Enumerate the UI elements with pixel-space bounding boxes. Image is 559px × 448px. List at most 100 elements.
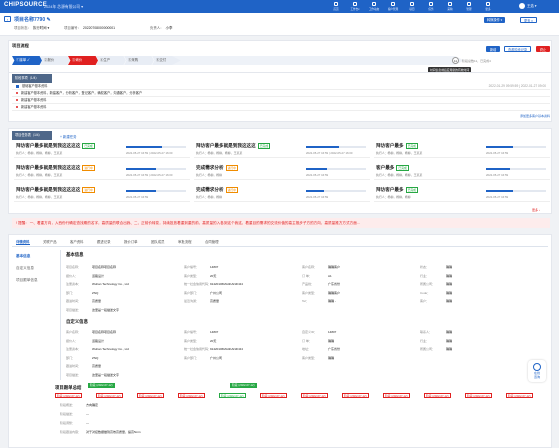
field-label: 所属公司： (420, 347, 436, 351)
field-label: 状态： (420, 265, 430, 269)
task-status-tag: 已完成 (405, 187, 418, 193)
avatar[interactable] (519, 3, 525, 9)
field-value: ZNQ (92, 355, 99, 360)
user-menu[interactable]: 王浩 ▾ (527, 4, 537, 8)
field-label: 跟进时间： (66, 364, 82, 368)
tab-item[interactable]: 关联产品 (43, 240, 57, 244)
timeline-stage[interactable]: 阶段 (2022-07-12) (465, 393, 492, 398)
task-name: 拜访客户最多就是到我这这这这 (16, 143, 81, 148)
timeline-stage[interactable]: 阶段 (2022-07-12) (96, 393, 123, 398)
terminate-button[interactable]: 终止 (536, 46, 551, 52)
field-label: 联系人： (420, 330, 433, 334)
field-label: 客户类型： (302, 355, 318, 360)
task-card[interactable]: 拜访客户最多 已完成 执行人：杨柳，杨柳，杨柳，王某某 2022-05-27 16:5… (374, 141, 550, 158)
chat-icon (533, 363, 541, 371)
new-task-button[interactable]: + 新建任务 (60, 135, 77, 139)
task-progress (486, 190, 546, 192)
nav-item[interactable]: 首页 (328, 1, 344, 12)
field-value: 确确 (328, 355, 335, 360)
task-title: 完成需求分析 进行中 (196, 187, 238, 193)
task-card[interactable]: 完成需求分析 进行中 执行人：杨柳，杨柳 2022-05-27 16:59 (194, 163, 370, 180)
tab-item[interactable]: 报价订单 (124, 240, 138, 244)
table-row[interactable]: 新建客户基本资料 (12, 104, 550, 111)
page-title[interactable]: 项目名称7790 ✎ (14, 17, 51, 23)
field-label: 最近沟通： (184, 299, 200, 303)
tab-item[interactable]: 合同管理 (205, 240, 219, 244)
stage-record-button[interactable]: 查看阶段记录 (504, 46, 532, 52)
timeline-stage[interactable]: 阶段 (2022-07-12) (342, 393, 369, 398)
side-nav-item[interactable]: 基本信息 (16, 254, 31, 258)
table-row[interactable]: 新建客户基本资料，新建客户，分析客户，登记客户，确权客户，沟通客户，分析客户 (12, 90, 550, 97)
flow-step[interactable]: ⑥交付 (152, 56, 182, 65)
nav-item[interactable]: 工作台▾ (347, 1, 363, 12)
online-help-widget[interactable]: 在线 咨询 (528, 360, 546, 382)
task-name: 拜访客户最多 (376, 187, 404, 192)
custom-info-title: 自定义信息 (66, 319, 88, 324)
timeline-stage[interactable]: 阶段 (2022-07-12) (178, 393, 205, 398)
tasks-header: 项目任务表（1/4） (12, 131, 52, 140)
timeline-field-label: 阶段描述： (60, 412, 76, 416)
tab-item[interactable]: 客户资料 (70, 240, 84, 244)
more-items-link[interactable]: 添加更多客户基本资料 (519, 114, 550, 118)
task-card[interactable]: 完成需求分析 进行中 执行人：杨柳，杨柳 2022-05-27 16:59 (194, 185, 370, 202)
nav-item[interactable]: 项目 (404, 1, 420, 12)
timeline-stage[interactable]: 阶段 (2022-07-12) (219, 393, 246, 398)
back-button[interactable]: ‹ (4, 16, 11, 22)
flow-step[interactable]: ③询价 (68, 56, 98, 65)
app-logo[interactable]: CHIPSOURCE (4, 2, 48, 8)
side-nav-item[interactable]: 自定义信息 (16, 266, 34, 270)
field-value: 确确客户 (328, 290, 341, 295)
more-tasks-link[interactable]: 更多 › (532, 208, 540, 212)
tab-item[interactable]: 审批流程 (178, 240, 192, 244)
stage-chip-2[interactable]: 阶段 (2022-07-12) (230, 383, 257, 388)
nav-item[interactable]: 客户管理 (385, 1, 401, 12)
table-row[interactable]: 基础客户基本资料 2022-01-29 09:59:59 | 2022-01-27… (12, 83, 550, 90)
field-label: 自定义ID： (302, 330, 318, 334)
field-value: 这里是一段描述文字 (92, 307, 120, 312)
timeline-stage[interactable]: 阶段 (2022-07-12) (383, 393, 410, 398)
timeline-stage[interactable]: 阶段 (2022-07-12) (301, 393, 328, 398)
nav-item[interactable]: 工作动态 (366, 1, 382, 12)
nav-item[interactable]: 任务 (423, 1, 439, 12)
task-card[interactable]: 拜访客户最多就是到我这这这这 进行中 执行人：杨柳，杨柳，杨柳，王某某 2022-05… (14, 163, 190, 180)
task-progress (486, 146, 546, 148)
required-dot (16, 92, 18, 95)
tab-item[interactable]: 详情资料 (16, 240, 30, 245)
field-value: 确确 (446, 282, 453, 286)
more-button[interactable]: 更多 ▾ (520, 17, 537, 23)
task-card[interactable]: 拜访客户最多就是到我这这这这 已完成 执行人：杨柳，杨柳，杨柳，王某某 2022-05… (14, 141, 190, 158)
timeline-stage[interactable]: 阶段 (2022-07-12) (506, 393, 533, 398)
field-label: 统一社会信用代码： (184, 347, 212, 351)
nav-item[interactable]: 采购 (442, 1, 458, 12)
table-row[interactable]: 新建客户基本资料 (12, 97, 550, 104)
flow-step[interactable]: ①接单 ✓ (12, 56, 42, 65)
flow-step[interactable]: ④生产 (96, 56, 126, 65)
nav-item[interactable]: 更多 (480, 1, 496, 12)
side-nav-item[interactable]: 项目跟单信息 (16, 278, 38, 282)
stage-count[interactable]: 11 (452, 57, 459, 64)
task-card[interactable]: 拜访客户最多就是到我这这这这 进行中 执行人：杨柳，杨柳，杨柳，王某某 2022-05… (14, 185, 190, 202)
stage-chip-1[interactable]: 阶段 (2022-07-12) (88, 383, 115, 388)
timeline-stage[interactable]: 阶段 (2022-07-12) (424, 393, 451, 398)
stage-count-note: 阶段总数11，已完成4 (462, 59, 491, 63)
company-switcher[interactable]: 2024年 芯源有限公司 ▾ (44, 5, 84, 9)
task-card[interactable]: 拜访客户最多就是到我这这这 已完成 执行人：杨柳，杨柳，杨柳，王某某 2022-05-… (194, 141, 370, 158)
convert-button[interactable]: 转换操作 ▾ (484, 17, 506, 23)
timeline-stage[interactable]: 阶段 (2022-07-12) (137, 393, 164, 398)
timeline-stage[interactable]: 阶段 (2022-07-12) (260, 393, 287, 398)
timeline-field-value: — (86, 421, 89, 425)
nav-icon (391, 1, 395, 6)
flow-step[interactable]: ②报价 (40, 56, 70, 65)
tab-item[interactable]: 跟进记录 (97, 240, 111, 244)
add-stage-button[interactable]: 新增 (486, 46, 501, 52)
status-select[interactable]: 执行时间 ▾ (32, 26, 50, 30)
flow-step[interactable]: ⑤采购 (124, 56, 154, 65)
field-label: 客户编号： (184, 265, 200, 269)
task-name: 拜访客户最多 (376, 143, 404, 148)
task-card[interactable]: 客户最多 已完成 执行人：杨柳，杨柳，杨柳，王某某 2022-05-27 16:59 (374, 163, 550, 180)
tab-item[interactable]: 团队成员 (151, 240, 165, 244)
nav-item[interactable]: 管理 (461, 1, 477, 12)
timeline-stage[interactable]: 阶段 (2022-07-12) (55, 393, 82, 398)
field-label: 订 单： (302, 338, 312, 343)
task-card[interactable]: 拜访客户最多 已完成 执行人：杨柳，杨柳，杨柳 2022-05-27 16:59 (374, 185, 550, 202)
